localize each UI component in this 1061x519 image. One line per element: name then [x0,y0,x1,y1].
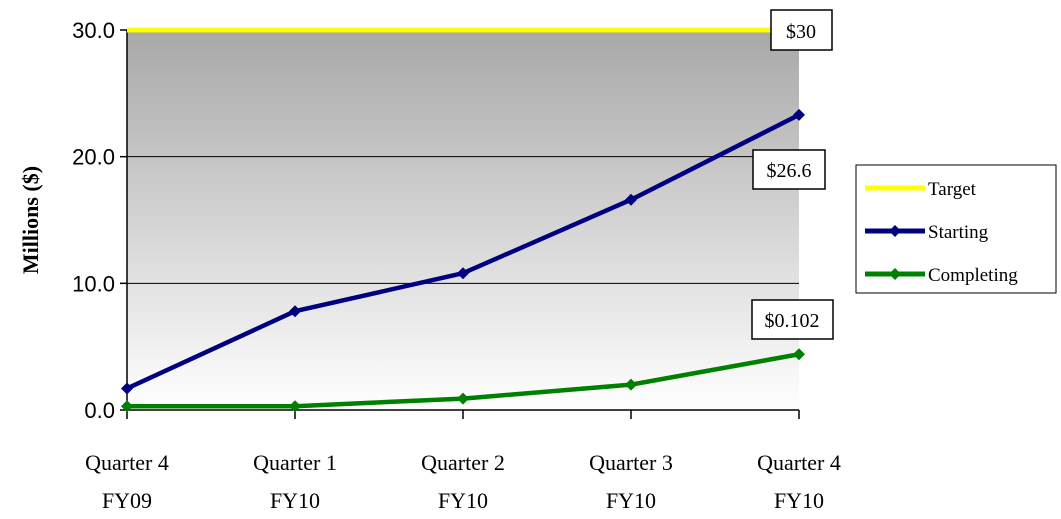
annotation-starting-value: $26.6 [752,149,826,190]
x-tick-label-2-line-1: FY10 [438,488,488,513]
legend-marker-starting [889,225,901,237]
legend-item-completing: Completing [865,265,1018,286]
legend-label-starting: Starting [928,222,989,243]
legend-item-starting: Starting [865,222,989,243]
x-tick-label-4-line-0: Quarter 4 [757,450,841,475]
data-point-starting-3 [625,193,637,206]
data-point-starting-2 [457,267,469,280]
y-tick-label-1: 10.0 [72,271,115,296]
x-tick-label-1-line-0: Quarter 1 [253,450,337,475]
data-point-completing-3 [625,378,637,391]
data-point-starting-4 [793,108,805,121]
legend-item-target: Target [865,179,977,200]
y-tick-labels: 0.0 10.0 20.0 30.0 [72,18,115,423]
y-tick-label-0: 0.0 [84,398,115,423]
x-tick-label-3-line-1: FY10 [606,488,656,513]
legend-marker-completing [889,268,901,280]
x-tick-label-0-line-0: Quarter 4 [85,450,169,475]
data-point-completing-0 [121,400,133,413]
y-axis-label: Millions ($) [18,166,43,274]
annotation-starting-text: $26.6 [767,160,812,182]
axes [120,29,800,419]
legend: Target Starting Completing [855,164,1057,294]
data-point-starting-1 [289,305,301,318]
legend-label-target: Target [928,179,977,200]
y-tick-label-3: 30.0 [72,18,115,43]
annotation-target-text: $30 [786,21,816,43]
x-tick-label-1-line-1: FY10 [270,488,320,513]
x-tick-label-3-line-0: Quarter 3 [589,450,673,475]
annotation-completing-value: $0.102 [751,299,834,340]
series-starting [121,108,805,395]
x-tick-label-2-line-0: Quarter 2 [421,450,505,475]
plot-area [127,30,799,410]
data-point-completing-4 [793,348,805,361]
y-tick-label-2: 20.0 [72,145,115,170]
x-tick-labels: Quarter 4 FY09 Quarter 1 FY10 Quarter 2 FY10 Q… [85,450,841,513]
annotation-target-value: $30 [770,9,833,51]
x-tick-label-4-line-1: FY10 [774,488,824,513]
data-point-starting-0 [121,382,133,395]
series [121,27,805,413]
series-completing [121,348,805,413]
data-point-completing-1 [289,400,301,413]
data-point-completing-2 [457,392,469,405]
annotation-completing-text: $0.102 [765,310,820,332]
x-tick-label-0-line-1: FY09 [102,488,152,513]
legend-label-completing: Completing [928,265,1018,286]
